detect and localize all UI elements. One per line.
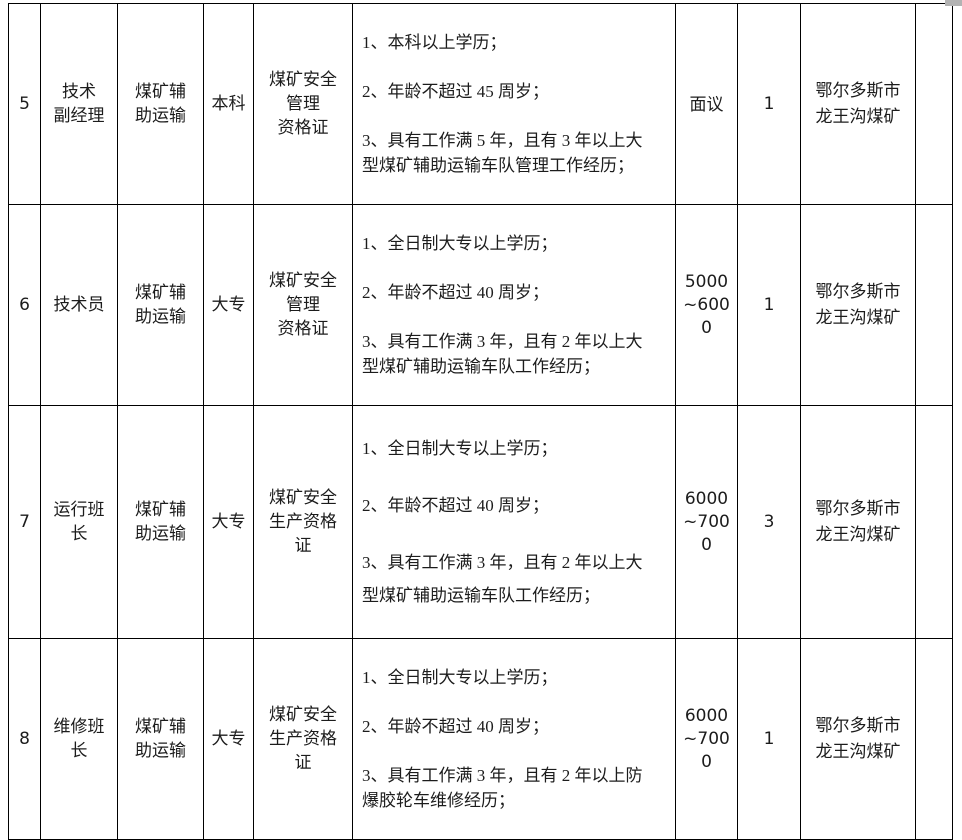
cell-requirements: 1、全日制大专以上学历； 2、年龄不超过 40 周岁； 3、具有工作满 3 年，… — [352, 204, 676, 406]
cell-major: 煤矿辅 助运输 — [117, 204, 204, 406]
cell-major: 煤矿辅 助运输 — [117, 638, 204, 840]
cell-extra — [915, 204, 953, 406]
requirement-line: 2、年龄不超过 40 周岁； — [362, 717, 549, 736]
cell-position: 技术员 — [40, 204, 118, 406]
cell-certificate: 煤矿安全 生产资格 证 — [253, 405, 353, 639]
cell-education: 大专 — [203, 405, 254, 639]
requirement-line: 2、年龄不超过 40 周岁； — [362, 283, 549, 302]
cell-salary: 面议 — [675, 3, 738, 205]
table-row: 7 运行班 长 煤矿辅 助运输 大专 煤矿安全 生产资格 证 1、全日制大专以上… — [8, 405, 953, 639]
cell-no: 6 — [8, 204, 41, 406]
cell-certificate: 煤矿安全 管理 资格证 — [253, 3, 353, 205]
cell-worksite: 鄂尔多斯市 龙王沟煤矿 — [800, 204, 916, 406]
cell-extra — [915, 405, 953, 639]
cell-requirements: 1、本科以上学历； 2、年龄不超过 45 周岁； 3、具有工作满 5 年，且有 … — [352, 3, 676, 205]
cell-headcount: 3 — [737, 405, 801, 639]
cell-no: 7 — [8, 405, 41, 639]
cell-no: 8 — [8, 638, 41, 840]
cell-certificate: 煤矿安全 生产资格 证 — [253, 638, 353, 840]
requirement-line: 3、具有工作满 5 年，且有 3 年以上大 型煤矿辅助运输车队管理工作经历； — [362, 131, 643, 175]
cell-education: 大专 — [203, 204, 254, 406]
requirement-line: 3、具有工作满 3 年，且有 2 年以上大 型煤矿辅助运输车队工作经历； — [362, 332, 643, 376]
cell-salary: 6000 ~700 0 — [675, 638, 738, 840]
requirement-line: 3、具有工作满 3 年，且有 2 年以上防 爆胶轮车维修经历； — [362, 766, 643, 810]
cell-position: 技术 副经理 — [40, 3, 118, 205]
requirement-line: 1、全日制大专以上学历； — [362, 234, 558, 253]
cell-extra — [915, 638, 953, 840]
cell-no: 5 — [8, 3, 41, 205]
requirement-line: 2、年龄不超过 40 周岁； — [362, 496, 549, 515]
job-postings-table: 5 技术 副经理 煤矿辅 助运输 本科 煤矿安全 管理 资格证 1、本科以上学历… — [8, 3, 953, 840]
cell-position: 运行班 长 — [40, 405, 118, 639]
cell-headcount: 1 — [737, 3, 801, 205]
cell-education: 大专 — [203, 638, 254, 840]
cell-salary: 5000 ~600 0 — [675, 204, 738, 406]
cell-certificate: 煤矿安全 管理 资格证 — [253, 204, 353, 406]
cell-worksite: 鄂尔多斯市 龙王沟煤矿 — [800, 3, 916, 205]
cell-salary: 6000 ~700 0 — [675, 405, 738, 639]
scrollbar-fragment — [945, 0, 962, 6]
cell-position: 维修班 长 — [40, 638, 118, 840]
cell-worksite: 鄂尔多斯市 龙王沟煤矿 — [800, 638, 916, 840]
cell-major: 煤矿辅 助运输 — [117, 3, 204, 205]
cell-requirements: 1、全日制大专以上学历； 2、年龄不超过 40 周岁； 3、具有工作满 3 年，… — [352, 638, 676, 840]
requirement-line: 2、年龄不超过 45 周岁； — [362, 82, 549, 101]
cell-headcount: 1 — [737, 204, 801, 406]
cell-extra — [915, 3, 953, 205]
requirement-line: 3、具有工作满 3 年，且有 2 年以上大 型煤矿辅助运输车队工作经历； — [362, 553, 643, 605]
cell-education: 本科 — [203, 3, 254, 205]
table-row: 5 技术 副经理 煤矿辅 助运输 本科 煤矿安全 管理 资格证 1、本科以上学历… — [8, 3, 953, 205]
cell-worksite: 鄂尔多斯市 龙王沟煤矿 — [800, 405, 916, 639]
cell-major: 煤矿辅 助运输 — [117, 405, 204, 639]
requirement-line: 1、全日制大专以上学历； — [362, 668, 558, 687]
requirement-line: 1、本科以上学历； — [362, 33, 507, 52]
table-row: 8 维修班 长 煤矿辅 助运输 大专 煤矿安全 生产资格 证 1、全日制大专以上… — [8, 638, 953, 840]
requirement-line: 1、全日制大专以上学历； — [362, 439, 558, 458]
table-row: 6 技术员 煤矿辅 助运输 大专 煤矿安全 管理 资格证 1、全日制大专以上学历… — [8, 204, 953, 406]
cell-headcount: 1 — [737, 638, 801, 840]
cell-requirements: 1、全日制大专以上学历； 2、年龄不超过 40 周岁； 3、具有工作满 3 年，… — [352, 405, 676, 639]
